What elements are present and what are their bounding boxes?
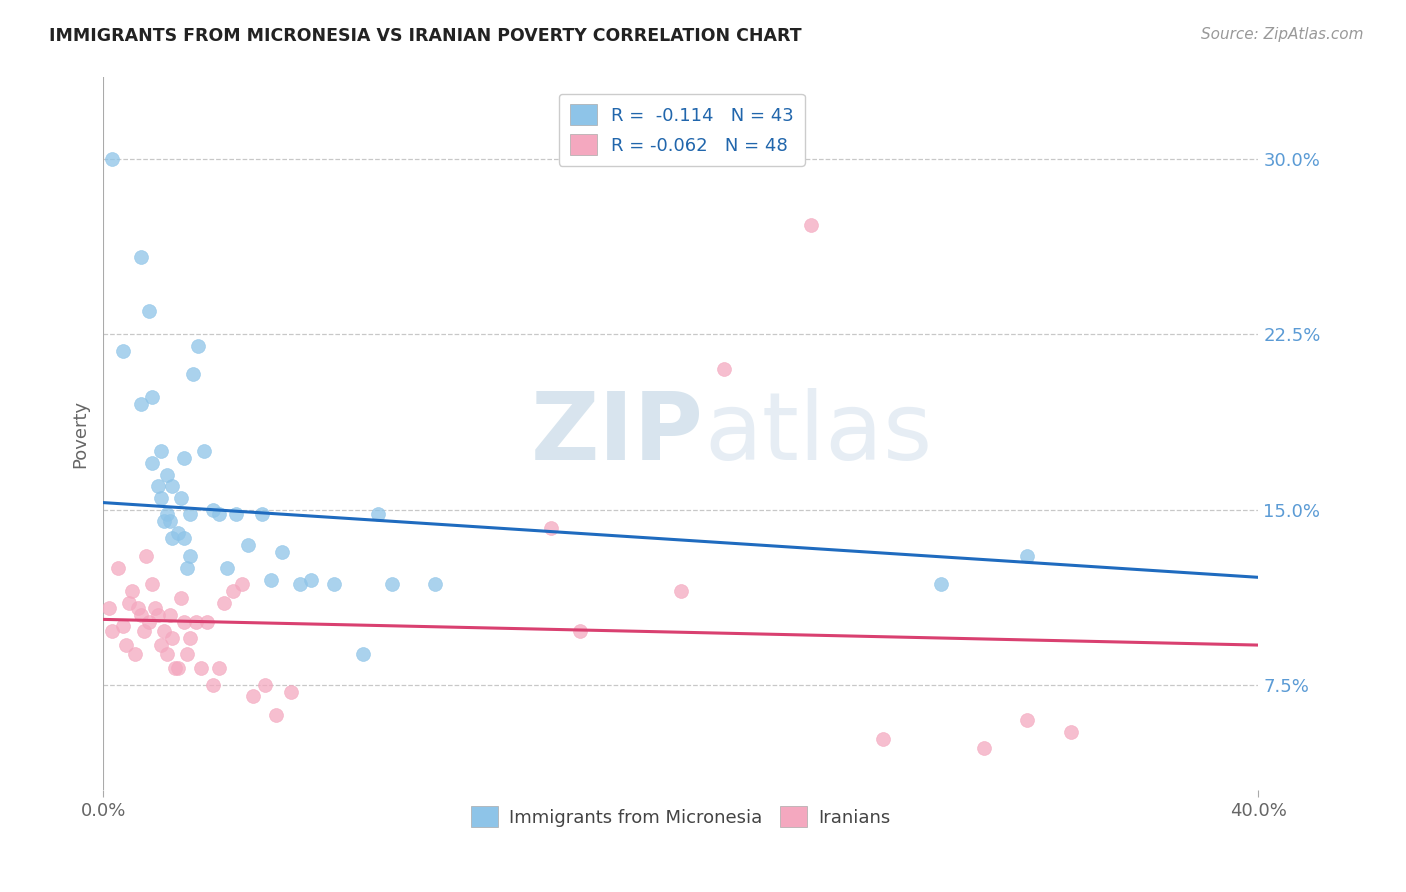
Point	[129, 397, 152, 411]
Point	[149, 638, 172, 652]
Point	[165, 661, 187, 675]
Point	[259, 573, 281, 587]
Point	[214, 596, 236, 610]
Point	[143, 600, 166, 615]
Point	[800, 218, 823, 232]
Point	[162, 479, 184, 493]
Point	[540, 521, 562, 535]
Point	[242, 690, 264, 704]
Point	[156, 508, 179, 522]
Point	[179, 549, 201, 564]
Point	[236, 538, 259, 552]
Text: atlas: atlas	[704, 388, 932, 480]
Point	[271, 544, 294, 558]
Point	[201, 502, 224, 516]
Point	[173, 531, 195, 545]
Point	[156, 467, 179, 482]
Point	[176, 561, 198, 575]
Point	[425, 577, 447, 591]
Point	[146, 607, 169, 622]
Point	[156, 648, 179, 662]
Point	[118, 596, 141, 610]
Point	[141, 391, 163, 405]
Point	[280, 685, 302, 699]
Point	[121, 584, 143, 599]
Point	[231, 577, 253, 591]
Point	[299, 573, 322, 587]
Point	[149, 491, 172, 505]
Point	[222, 584, 245, 599]
Point	[181, 367, 204, 381]
Point	[187, 339, 209, 353]
Point	[138, 615, 160, 629]
Point	[162, 531, 184, 545]
Point	[132, 624, 155, 638]
Point	[381, 577, 404, 591]
Point	[179, 631, 201, 645]
Point	[1060, 724, 1083, 739]
Point	[176, 648, 198, 662]
Point	[201, 678, 224, 692]
Point	[170, 491, 193, 505]
Point	[173, 615, 195, 629]
Point	[141, 577, 163, 591]
Point	[713, 362, 735, 376]
Point	[195, 615, 218, 629]
Legend: Immigrants from Micronesia, Iranians: Immigrants from Micronesia, Iranians	[464, 799, 897, 834]
Point	[208, 661, 231, 675]
Point	[288, 577, 311, 591]
Point	[124, 648, 146, 662]
Point	[112, 619, 135, 633]
Point	[149, 444, 172, 458]
Text: ZIP: ZIP	[531, 388, 704, 480]
Point	[367, 508, 389, 522]
Point	[973, 740, 995, 755]
Point	[184, 615, 207, 629]
Point	[159, 607, 181, 622]
Point	[266, 708, 288, 723]
Point	[208, 508, 231, 522]
Point	[152, 514, 174, 528]
Point	[112, 343, 135, 358]
Point	[179, 508, 201, 522]
Point	[669, 584, 692, 599]
Point	[138, 304, 160, 318]
Point	[101, 624, 124, 638]
Point	[101, 152, 124, 166]
Point	[127, 600, 149, 615]
Point	[250, 508, 273, 522]
Point	[217, 561, 239, 575]
Point	[190, 661, 212, 675]
Point	[159, 514, 181, 528]
Point	[162, 631, 184, 645]
Point	[115, 638, 138, 652]
Point	[225, 508, 247, 522]
Point	[1017, 549, 1039, 564]
Point	[167, 525, 190, 540]
Point	[167, 661, 190, 675]
Point	[253, 678, 276, 692]
Point	[129, 607, 152, 622]
Point	[323, 577, 346, 591]
Point	[568, 624, 591, 638]
Point	[146, 479, 169, 493]
Point	[352, 648, 374, 662]
Point	[141, 456, 163, 470]
Text: IMMIGRANTS FROM MICRONESIA VS IRANIAN POVERTY CORRELATION CHART: IMMIGRANTS FROM MICRONESIA VS IRANIAN PO…	[49, 27, 801, 45]
Point	[1017, 713, 1039, 727]
Text: Source: ZipAtlas.com: Source: ZipAtlas.com	[1201, 27, 1364, 42]
Point	[129, 250, 152, 264]
Point	[872, 731, 894, 746]
Point	[173, 451, 195, 466]
Point	[152, 624, 174, 638]
Point	[107, 561, 129, 575]
Point	[135, 549, 157, 564]
Y-axis label: Poverty: Poverty	[72, 400, 89, 467]
Point	[929, 577, 952, 591]
Point	[97, 600, 120, 615]
Point	[170, 591, 193, 606]
Point	[193, 444, 215, 458]
